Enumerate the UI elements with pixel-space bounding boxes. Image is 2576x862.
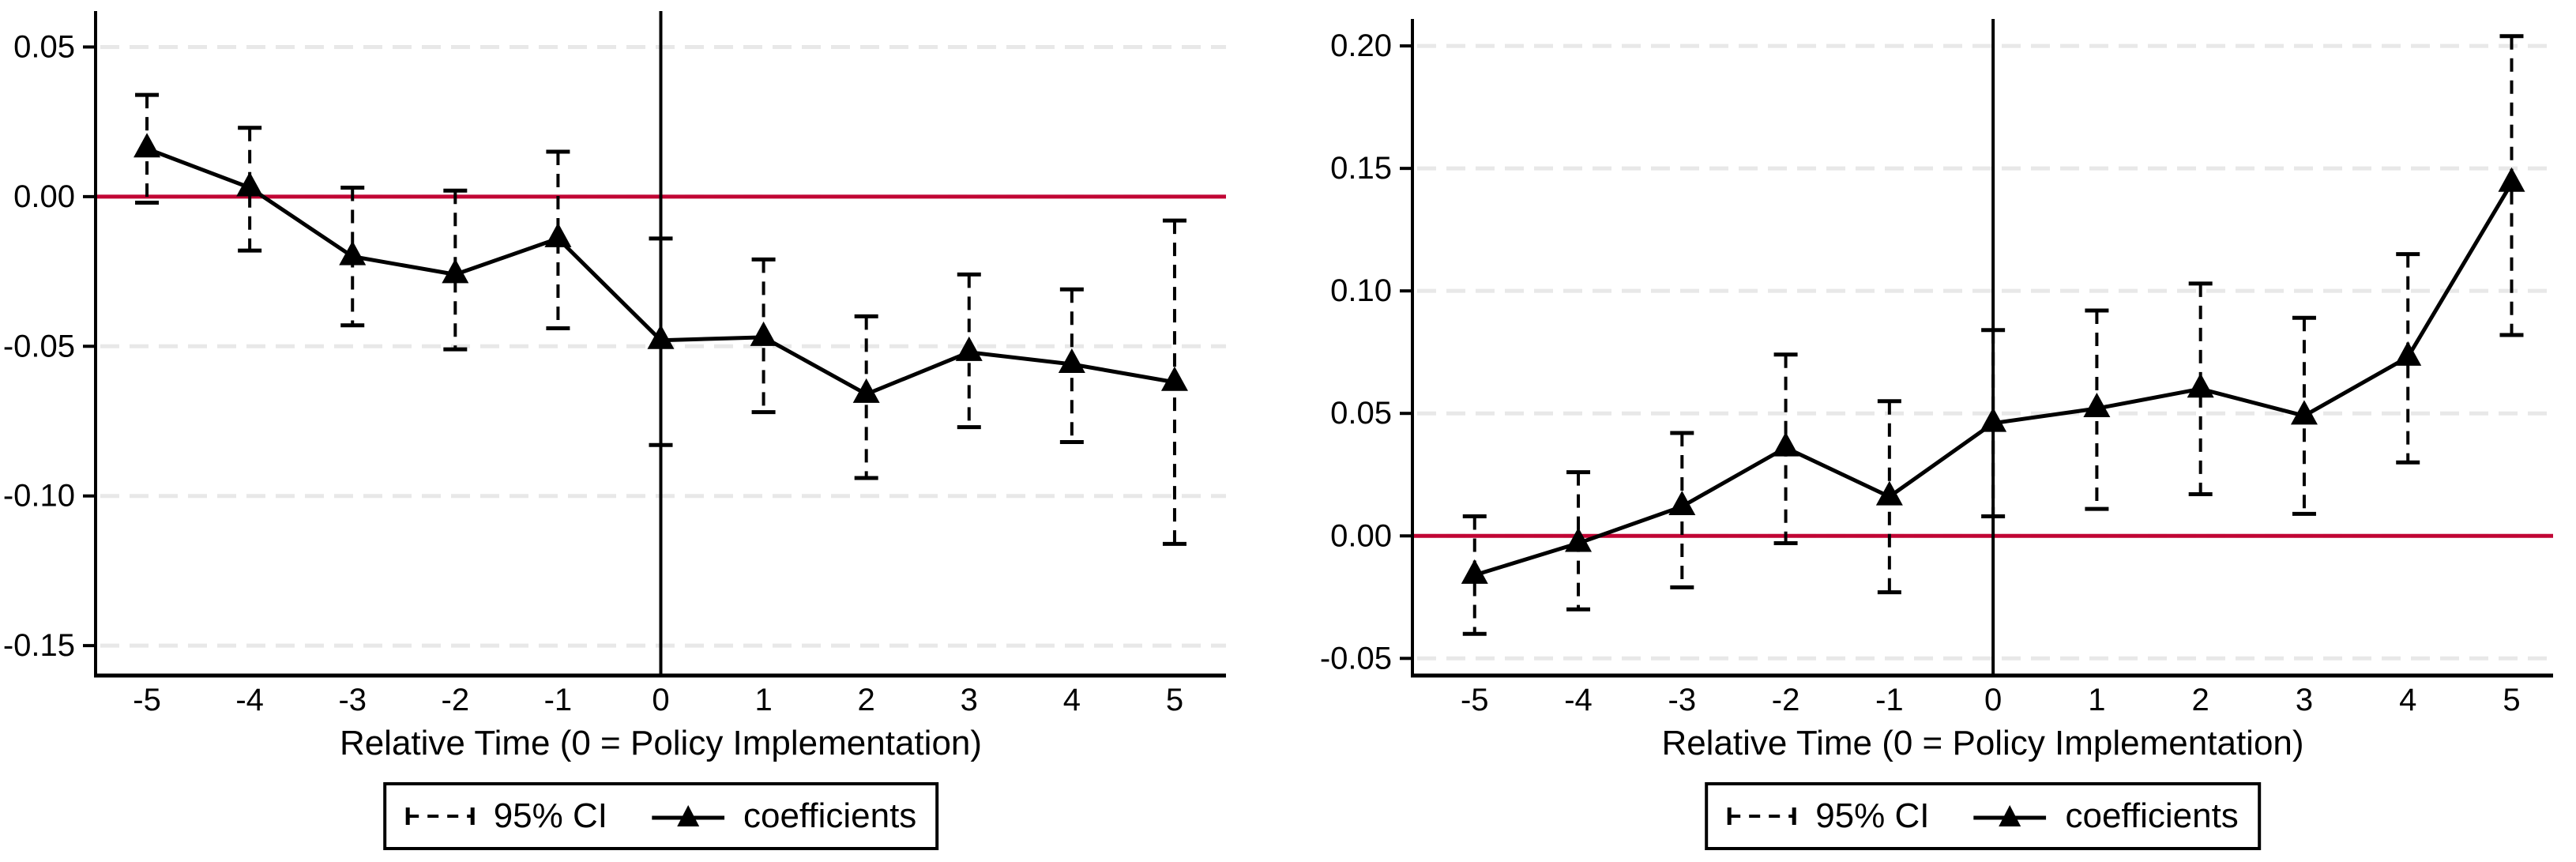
left-plot-canvas: 0.05 0.00 -0.05 -0.10 -0.15 -5 -4 -3 -2 -1 0 1 2 3 4 5: [3, 11, 1226, 717]
coefficient-marker: [647, 324, 675, 349]
y-tick-label: 0.20: [1330, 28, 1392, 63]
y-tick-label: 0.05: [13, 29, 75, 64]
coefficient-marker: [1058, 348, 1085, 374]
x-tick-label: 0: [1984, 683, 2002, 717]
x-tick-label: 1: [2088, 683, 2105, 717]
x-tick-label: -2: [1772, 683, 1800, 717]
y-tick-label: -0.05: [1320, 641, 1392, 676]
x-axis-title-left: Relative Time (0 = Policy Implementation…: [339, 724, 983, 762]
legend-coefficients-label: coefficients: [743, 796, 917, 835]
y-tick-label: 0.15: [1330, 151, 1392, 186]
x-tick-label: 5: [2503, 683, 2520, 717]
x-tick-label: -3: [338, 683, 367, 717]
coefficient-marker: [750, 321, 777, 346]
legend-ci-label: 95% CI: [1815, 796, 1930, 835]
x-tick-label: 3: [961, 683, 978, 717]
coefficient-marker: [2394, 341, 2422, 366]
coefficient-marker: [1565, 527, 1593, 552]
legend-coefficients-label: coefficients: [2065, 796, 2239, 835]
x-tick-label: -4: [1564, 683, 1593, 717]
coefficient-marker: [955, 336, 983, 361]
coefficient-marker: [2187, 373, 2214, 398]
coefficient-marker: [2498, 167, 2525, 192]
coefficient-marker: [1875, 480, 1903, 506]
coefficient-marker: [2083, 393, 2111, 418]
legend-right: 95% CI coefficients: [1705, 782, 2261, 850]
x-tick-label: 5: [1166, 683, 1183, 717]
coefficient-marker: [1461, 559, 1488, 584]
x-tick-label: 2: [858, 683, 875, 717]
coefficient-line-sample-icon: [1973, 805, 2047, 826]
x-tick-label: -5: [133, 683, 161, 717]
x-tick-label: 0: [652, 683, 669, 717]
ci-line-sample-icon: [1727, 807, 1796, 825]
panel-left: 0.05 0.00 -0.05 -0.10 -0.15 -5 -4 -3 -2 -1 0 1 2 3 4 5 …: [3, 11, 1226, 850]
coefficient-marker: [134, 133, 161, 158]
ci-line-sample-icon: [405, 807, 475, 825]
right-plot-canvas: 0.20 0.15 0.10 0.05 0.00 -0.05 -5 -4 -3 -2 -1 0 1 2 3 4…: [1320, 19, 2553, 717]
y-tick-label: 0.00: [13, 179, 75, 214]
coefficient-marker: [1980, 407, 2007, 432]
coefficient-marker: [236, 171, 264, 197]
coefficient-marker: [852, 378, 880, 403]
x-tick-label: -1: [1875, 683, 1904, 717]
x-tick-label: -3: [1668, 683, 1697, 717]
panel-right: 0.20 0.15 0.10 0.05 0.00 -0.05 -5 -4 -3 -2 -1 0 1 2 3 4…: [1288, 0, 2576, 862]
y-tick-label: -0.05: [3, 329, 75, 363]
x-tick-label: -1: [544, 683, 573, 717]
coefficient-line-sample-icon: [651, 805, 724, 826]
coefficient-marker: [1160, 366, 1188, 391]
legend-ci-label: 95% CI: [493, 796, 607, 835]
coefficient-marker: [1772, 431, 1799, 457]
coefficient-marker: [544, 222, 572, 247]
y-tick-label: 0.00: [1330, 518, 1392, 553]
x-tick-label: 4: [1063, 683, 1081, 717]
coefficient-marker: [1668, 491, 1696, 516]
coefficient-marker: [2290, 400, 2318, 425]
x-tick-label: 3: [2296, 683, 2313, 717]
x-tick-label: -2: [442, 683, 470, 717]
coefficient-marker: [339, 240, 367, 265]
x-tick-label: 1: [754, 683, 772, 717]
y-tick-label: 0.05: [1330, 396, 1392, 431]
y-tick-label: 0.10: [1330, 273, 1392, 308]
y-tick-label: -0.15: [3, 628, 75, 663]
x-tick-label: -4: [235, 683, 264, 717]
x-tick-label: 2: [2192, 683, 2209, 717]
x-tick-label: 4: [2399, 683, 2416, 717]
x-axis-title-right: Relative Time (0 = Policy Implementation…: [1661, 724, 2304, 762]
coefficient-marker: [442, 258, 469, 284]
legend-left: 95% CI coefficients: [382, 782, 939, 850]
y-tick-label: -0.10: [3, 479, 75, 514]
x-tick-label: -5: [1461, 683, 1489, 717]
